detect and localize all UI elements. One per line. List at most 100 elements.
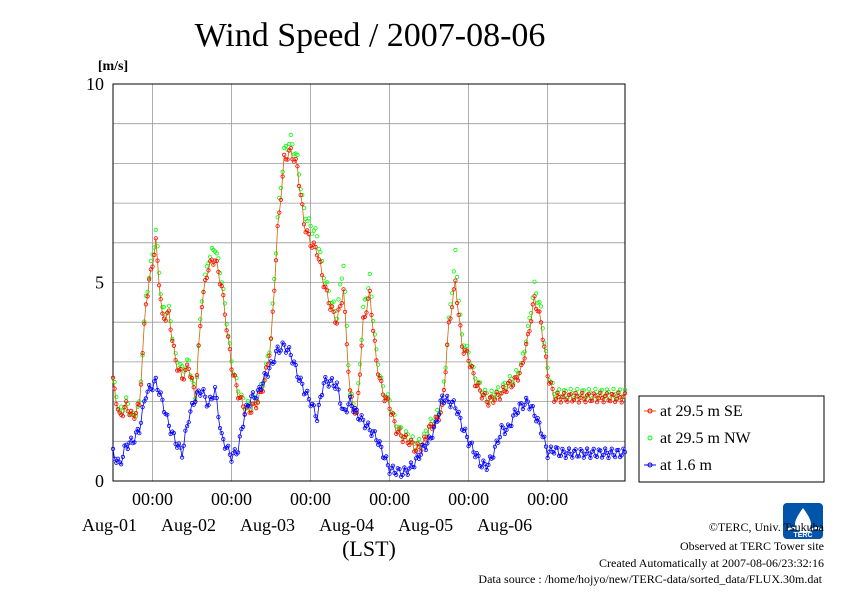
data-point-nw: [525, 323, 531, 328]
data-point-nw: [114, 394, 119, 399]
data-point-se: [198, 323, 203, 329]
data-point-low: [180, 455, 185, 460]
legend-label-se: at 29.5 m SE: [660, 403, 743, 420]
data-point-se: [313, 244, 318, 250]
data-point-nw: [199, 299, 204, 304]
data-point-se: [530, 302, 535, 307]
y-tick-label: 10: [86, 74, 104, 94]
data-point-low: [203, 394, 208, 399]
data-point-low: [558, 453, 563, 458]
data-point-low: [185, 424, 190, 429]
data-point-se: [229, 367, 234, 372]
data-point-nw: [198, 317, 203, 322]
data-point-nw: [532, 279, 537, 284]
data-point-se: [362, 314, 367, 319]
x-tick-time-label: 00:00: [132, 489, 173, 509]
data-point-nw: [203, 272, 208, 277]
data-point-nw: [482, 387, 488, 392]
data-point-nw: [593, 386, 598, 392]
data-point-nw: [372, 332, 377, 337]
data-point-low: [606, 455, 611, 461]
data-point-nw: [148, 258, 153, 263]
data-point-nw: [222, 301, 227, 306]
data-point-low: [431, 424, 437, 430]
data-point-se: [453, 278, 458, 283]
data-point-se: [477, 388, 483, 393]
data-point-se: [133, 410, 139, 416]
data-point-low: [563, 455, 568, 460]
data-point-se: [339, 300, 344, 306]
x-tick-date-label: Aug-05: [398, 515, 453, 535]
data-point-low: [115, 456, 121, 461]
data-point-low: [492, 444, 497, 449]
data-point-se: [601, 400, 606, 405]
data-point-low: [484, 467, 489, 472]
data-point-se: [115, 407, 121, 412]
data-point-low: [616, 447, 621, 453]
data-point-se: [314, 253, 320, 258]
data-point-se: [565, 399, 570, 404]
data-point-se: [484, 399, 489, 404]
data-point-low: [598, 448, 603, 453]
data-point-low: [147, 382, 152, 388]
data-point-low: [552, 451, 557, 456]
data-point-low: [237, 434, 242, 439]
data-point-nw: [464, 343, 470, 348]
data-point-se: [496, 392, 501, 397]
data-point-nw: [341, 263, 346, 268]
data-point-se: [255, 400, 260, 405]
data-point-se: [152, 252, 157, 257]
data-point-se: [372, 338, 377, 343]
data-point-se: [328, 307, 333, 312]
data-point-se: [129, 408, 134, 413]
data-point-nw: [527, 315, 532, 320]
data-point-se: [283, 157, 288, 162]
x-tick-time-label: 00:00: [527, 489, 568, 509]
data-point-nw: [380, 384, 386, 389]
data-point-se: [231, 373, 236, 378]
data-point-se: [497, 397, 502, 402]
data-point-se: [583, 399, 588, 405]
data-point-low: [216, 414, 221, 420]
data-point-se: [529, 319, 534, 324]
data-point-low: [458, 415, 463, 420]
data-point-low: [155, 387, 160, 393]
data-point-low: [403, 468, 409, 473]
data-point-low: [120, 454, 126, 459]
data-point-se: [227, 346, 232, 352]
data-point-se: [321, 284, 326, 290]
data-point-se: [342, 309, 348, 314]
data-point-se: [522, 356, 527, 361]
data-point-low: [451, 398, 456, 403]
data-point-low: [252, 395, 257, 401]
data-point-se: [130, 412, 135, 417]
data-point-se: [247, 410, 252, 415]
data-point-low: [379, 444, 384, 449]
data-point-nw: [204, 264, 209, 269]
x-tick-date-label: Aug-01: [82, 515, 137, 535]
data-point-se: [469, 363, 474, 369]
data-point-nw: [453, 247, 458, 253]
data-point-se: [561, 390, 567, 396]
data-point-se: [622, 390, 628, 396]
data-point-low: [530, 403, 535, 409]
data-point-se: [392, 419, 397, 424]
data-point-se: [568, 392, 573, 397]
data-point-low: [361, 417, 366, 422]
legend-marker-se: [647, 408, 653, 414]
data-point-se: [168, 327, 173, 332]
data-point-se: [532, 294, 537, 299]
data-point-nw: [489, 388, 494, 393]
data-point-se: [474, 383, 479, 389]
data-point-low: [206, 403, 211, 408]
data-point-low: [193, 399, 198, 404]
data-point-nw: [522, 349, 527, 354]
data-point-se: [186, 366, 191, 371]
data-point-low: [502, 431, 507, 437]
data-point-se: [175, 368, 180, 373]
data-point-se: [318, 259, 323, 264]
data-point-nw: [214, 251, 219, 256]
data-point-low: [515, 410, 521, 415]
data-point-low: [556, 453, 562, 458]
data-point-se: [538, 320, 544, 325]
